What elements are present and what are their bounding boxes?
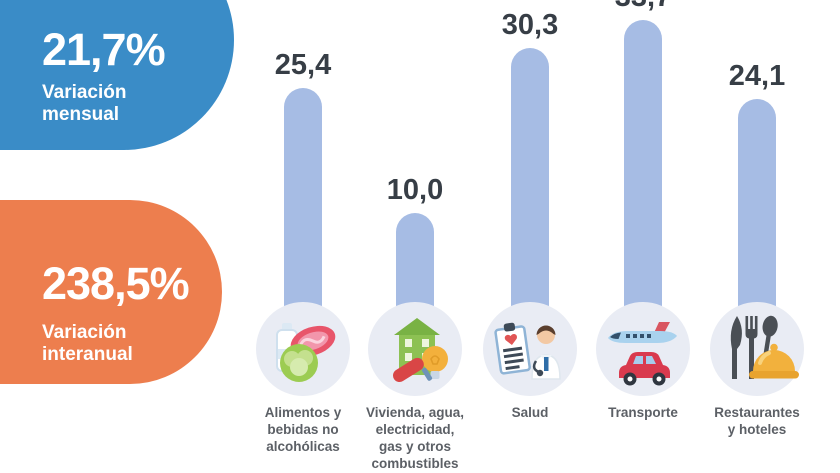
yearly-value: 238,5% xyxy=(42,258,190,309)
bar-column: 30,3 xyxy=(474,0,586,473)
bar-category-label: Transporte xyxy=(608,405,678,420)
monthly-label: Variación mensual xyxy=(42,82,127,125)
bar-value-label: 33,7 xyxy=(587,0,699,14)
bar xyxy=(624,20,662,345)
bar-value-label: 30,3 xyxy=(501,9,559,42)
bar-category-label: Salud xyxy=(511,405,549,420)
bar-column: 10,0 Vivienda, agua, ele xyxy=(359,0,471,473)
restaurant-icon xyxy=(709,301,805,397)
bar-category-label: Restaurantes y hoteles xyxy=(714,405,800,437)
bar-category-label: Vivienda, agua, electricidad, gas y otro… xyxy=(365,405,465,471)
bar-column: 33,7 Transporte xyxy=(587,0,699,473)
bar-value-label: 24,1 xyxy=(728,59,786,92)
bar-value-label: 10,0 xyxy=(386,174,444,207)
housing-icon xyxy=(367,301,463,397)
food-icon xyxy=(255,301,351,397)
monthly-pill: 21,7% Variación mensual xyxy=(0,0,234,150)
bar-category-label: Alimentos y bebidas no alcohólicas xyxy=(264,405,342,454)
transport-icon xyxy=(595,301,691,397)
yearly-pill: 238,5% Variación interanual xyxy=(0,200,222,384)
bar-column: 24,1 Restaurantes y hote xyxy=(701,0,813,473)
bar xyxy=(511,48,549,345)
bar-value-label: 25,4 xyxy=(274,48,332,81)
monthly-value: 21,7% xyxy=(42,24,166,75)
bar-column: 25,4 Alimentos y bebidas no xyxy=(247,0,359,473)
health-icon xyxy=(482,301,578,397)
yearly-label: Variación interanual xyxy=(42,322,133,365)
